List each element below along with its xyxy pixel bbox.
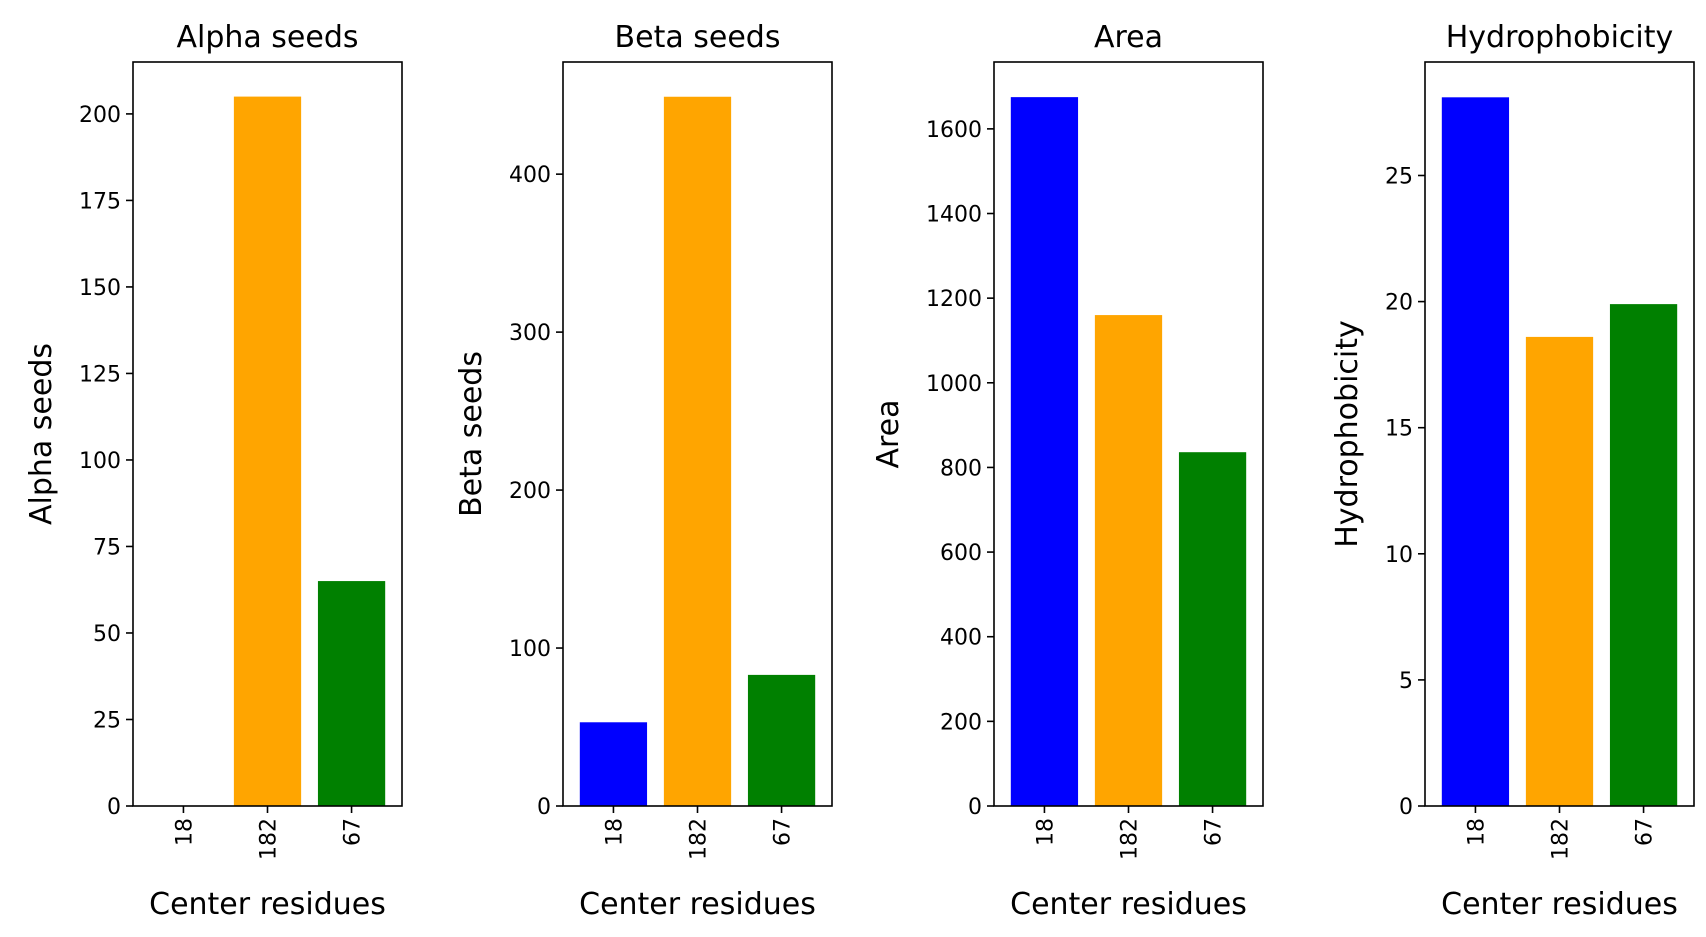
chart-title: Beta seeds [615, 20, 781, 55]
x-axis-label: Center residues [579, 887, 816, 922]
x-axis-label: Center residues [149, 887, 386, 922]
axes-frame [1424, 61, 1695, 807]
x-tick-label: 18 [1464, 818, 1489, 846]
y-tick-label: 0 [968, 795, 982, 820]
x-tick-label: 67 [341, 818, 366, 846]
x-tick-label: 182 [687, 818, 712, 860]
y-tick-label: 1200 [926, 287, 982, 312]
y-tick-label: 5 [1399, 669, 1413, 694]
bar-67 [1178, 452, 1247, 806]
chart-title: Alpha seeds [176, 20, 358, 55]
x-tick-label: 67 [771, 818, 796, 846]
y-tick-label: 200 [940, 710, 982, 735]
x-tick-label: 18 [1033, 818, 1058, 846]
bar-182 [1525, 336, 1594, 806]
bar-67 [1609, 304, 1678, 806]
y-tick-label: 300 [509, 321, 551, 346]
x-tick-label: 182 [257, 818, 282, 860]
y-tick-label: 100 [79, 449, 121, 474]
y-tick-label: 75 [93, 535, 121, 560]
y-axis-label: Hydrophobicity [1330, 320, 1365, 548]
chart-title: Area [1094, 20, 1163, 55]
y-tick-label: 200 [79, 103, 121, 128]
y-tick-label: 125 [79, 362, 121, 387]
x-tick-label: 182 [1549, 818, 1574, 860]
bar-18 [1010, 97, 1079, 806]
y-tick-label: 0 [107, 795, 121, 820]
y-tick-label: 0 [537, 795, 551, 820]
y-tick-label: 15 [1385, 417, 1413, 442]
y-tick-label: 1600 [926, 118, 982, 143]
bar-182 [1094, 315, 1163, 806]
axes-frame [993, 61, 1264, 807]
bar-18 [1441, 97, 1510, 806]
y-tick-label: 600 [940, 541, 982, 566]
bar-67 [747, 674, 816, 806]
y-tick-label: 50 [93, 622, 121, 647]
bar-67 [317, 581, 386, 806]
y-axis-label: Beta seeds [454, 351, 489, 517]
x-tick-label: 182 [1118, 818, 1143, 860]
y-tick-label: 0 [1399, 795, 1413, 820]
y-tick-label: 400 [509, 163, 551, 188]
y-tick-label: 10 [1385, 543, 1413, 568]
x-tick-label: 67 [1633, 818, 1658, 846]
axes-frame [132, 61, 403, 807]
y-tick-label: 25 [1385, 164, 1413, 189]
y-tick-label: 175 [79, 189, 121, 214]
x-axis-label: Center residues [1010, 887, 1247, 922]
x-axis-label: Center residues [1441, 887, 1678, 922]
y-axis-label: Alpha seeds [24, 343, 59, 525]
y-tick-label: 25 [93, 708, 121, 733]
axes-frame [562, 61, 833, 807]
bar-182 [233, 96, 302, 807]
y-tick-label: 20 [1385, 291, 1413, 316]
y-tick-label: 1400 [926, 203, 982, 228]
y-tick-label: 100 [509, 637, 551, 662]
chart-panel-3: 18 182 67 0 200 400 600 800 1000 1200 1400 1600 Area… [871, 20, 1264, 922]
y-tick-label: 400 [940, 626, 982, 651]
chart-panel-2: 18 182 67 0 100 200 300 400 Beta seeds Center res… [454, 20, 833, 922]
y-tick-label: 200 [509, 479, 551, 504]
bar-182 [663, 96, 732, 806]
chart-title: Hydrophobicity [1446, 20, 1674, 55]
x-tick-label: 18 [172, 818, 197, 846]
y-tick-label: 800 [940, 456, 982, 481]
x-tick-label: 18 [602, 818, 627, 846]
x-tick-label: 67 [1202, 818, 1227, 846]
chart-panel-4: 18 182 67 0 5 10 15 20 25 Hydrophobicity Center re… [1330, 20, 1695, 922]
chart-panel-1: 18 182 67 0 25 50 75 100 125 150 175 200 Alpha seeds… [24, 20, 403, 922]
y-tick-label: 150 [79, 276, 121, 301]
y-tick-label: 1000 [926, 372, 982, 397]
y-axis-label: Area [871, 399, 906, 468]
bar-18 [579, 722, 648, 806]
